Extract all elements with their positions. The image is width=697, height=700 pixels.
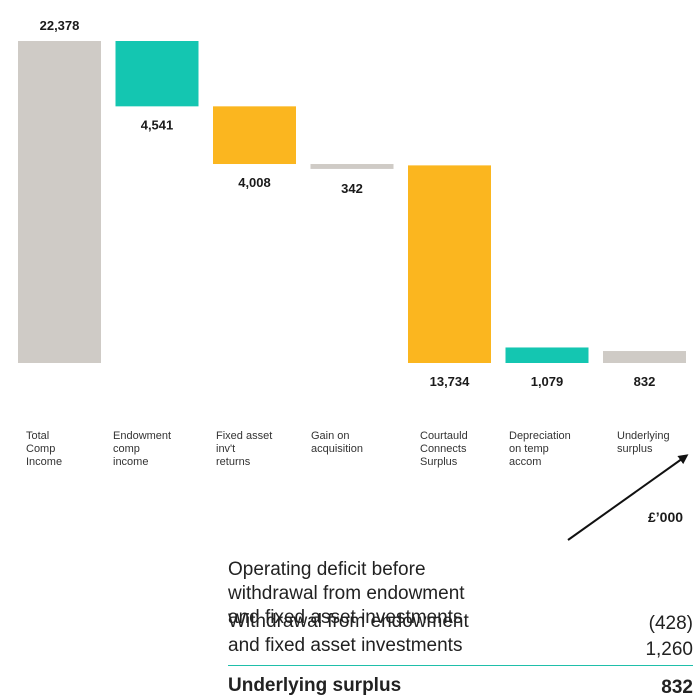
- table-row: Operating deficit before withdrawal from…: [228, 558, 693, 636]
- bar: [408, 165, 491, 363]
- row-label: Operating deficit before withdrawal from…: [228, 559, 465, 628]
- bar: [505, 347, 589, 363]
- bar: [603, 351, 686, 363]
- data-label: 13,734: [430, 374, 471, 389]
- data-label: 22,378: [40, 18, 80, 33]
- waterfall-chart: 22,378 4,541 4,008 342 13,734 1,079 832: [18, 18, 686, 389]
- category-label: Underlying surplus: [617, 430, 670, 455]
- total-row: Underlying surplus 832: [228, 674, 693, 700]
- arrow-icon: [567, 454, 689, 541]
- category-label: Fixed asset inv't returns: [216, 430, 273, 468]
- total-value: 832: [661, 677, 693, 698]
- data-label: 342: [341, 181, 363, 196]
- row-value: (428): [648, 613, 693, 634]
- row-label: Withdrawal from endowment and fixed asse…: [228, 611, 469, 656]
- row-value: 1,260: [645, 639, 693, 660]
- data-label: 4,008: [238, 175, 271, 190]
- bar: [213, 106, 296, 165]
- table-row: Withdrawal from endowment and fixed asse…: [228, 610, 693, 662]
- data-label: 4,541: [141, 117, 174, 132]
- category-label: Endowment comp income: [113, 430, 172, 468]
- bar: [18, 41, 101, 363]
- category-label: Courtauld Connects Surplus: [420, 430, 468, 468]
- unit-label: £’000: [648, 509, 684, 525]
- bar: [115, 41, 199, 107]
- reconciliation-rows: Operating deficit before withdrawal from…: [228, 0, 693, 700]
- bar: [310, 164, 394, 169]
- category-label: Gain on acquisition: [311, 430, 363, 455]
- data-label: 832: [634, 374, 656, 389]
- category-label: Total Comp Income: [26, 430, 63, 468]
- category-label: Depreciation on temp accom: [509, 430, 571, 468]
- total-label: Underlying surplus: [228, 675, 402, 696]
- data-label: 1,079: [531, 374, 564, 389]
- table-divider: [228, 665, 693, 666]
